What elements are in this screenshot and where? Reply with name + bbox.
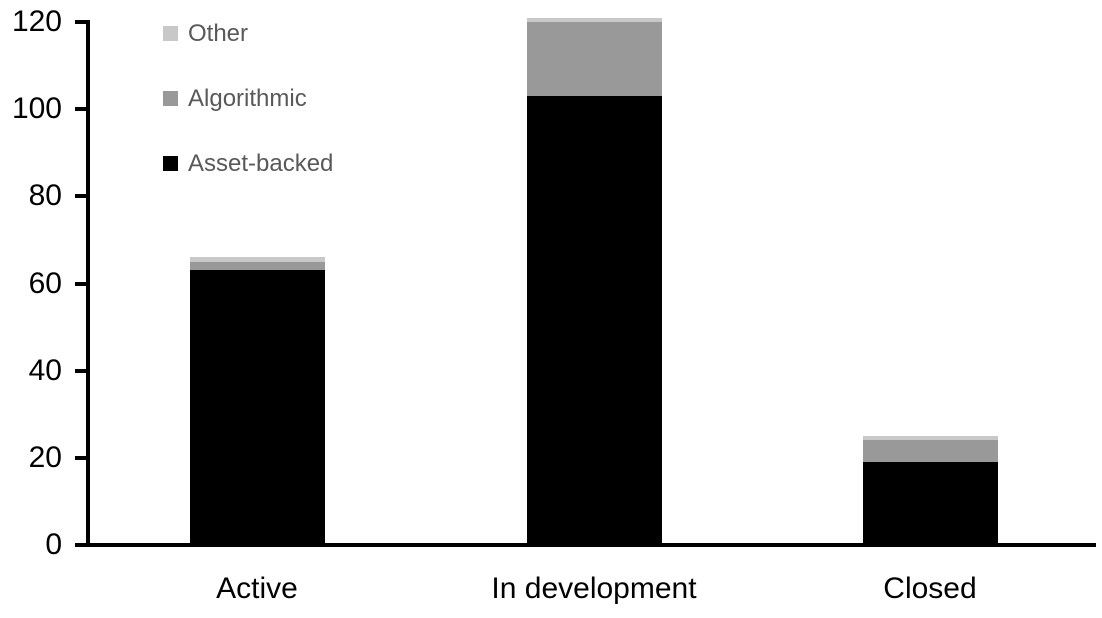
legend-swatch-other-icon [163, 26, 178, 41]
bar-segment-closed-algorithmic [862, 440, 998, 463]
legend-label-algorithmic: Algorithmic [188, 84, 307, 112]
legend-item-algorithmic: Algorithmic [163, 75, 333, 122]
y-tick-label-40: 40 [28, 353, 62, 387]
category-label-active: Active [216, 572, 298, 605]
y-tick-40 [75, 368, 90, 373]
category-label-in-development: In development [491, 572, 697, 605]
x-axis-line [75, 543, 1096, 547]
y-tick-120 [75, 20, 90, 24]
legend-item-other: Other [163, 10, 333, 57]
bar-segment-in-development-algorithmic [526, 22, 662, 97]
bar-segment-closed-other [862, 436, 998, 441]
y-tick-label-120: 120 [11, 5, 62, 38]
legend-label-other: Other [188, 19, 249, 47]
y-tick-20 [75, 455, 90, 460]
y-tick-label-60: 60 [28, 266, 62, 300]
y-tick-label-100: 100 [11, 92, 62, 126]
legend-swatch-asset-backed-icon [163, 156, 178, 171]
bar-segment-active-algorithmic [189, 261, 325, 271]
y-tick-label-0: 0 [45, 528, 62, 561]
bar-segment-active-other [189, 257, 325, 262]
bar-segment-active-asset-backed [189, 270, 325, 545]
bar-segment-closed-asset-backed [862, 462, 998, 545]
legend-item-asset-backed: Asset-backed [163, 140, 333, 187]
y-tick-60 [75, 281, 90, 286]
y-tick-80 [75, 194, 90, 199]
bar-segment-in-development-asset-backed [526, 96, 662, 545]
y-tick-label-80: 80 [28, 179, 62, 213]
legend-swatch-algorithmic-icon [163, 91, 178, 106]
y-tick-100 [75, 107, 90, 112]
legend-label-asset-backed: Asset-backed [188, 149, 334, 177]
category-label-closed: Closed [883, 572, 977, 605]
y-tick-label-20: 20 [28, 440, 62, 474]
bar-segment-in-development-other [526, 17, 662, 22]
chart-legend: Other Algorithmic Asset-backed [163, 10, 333, 205]
